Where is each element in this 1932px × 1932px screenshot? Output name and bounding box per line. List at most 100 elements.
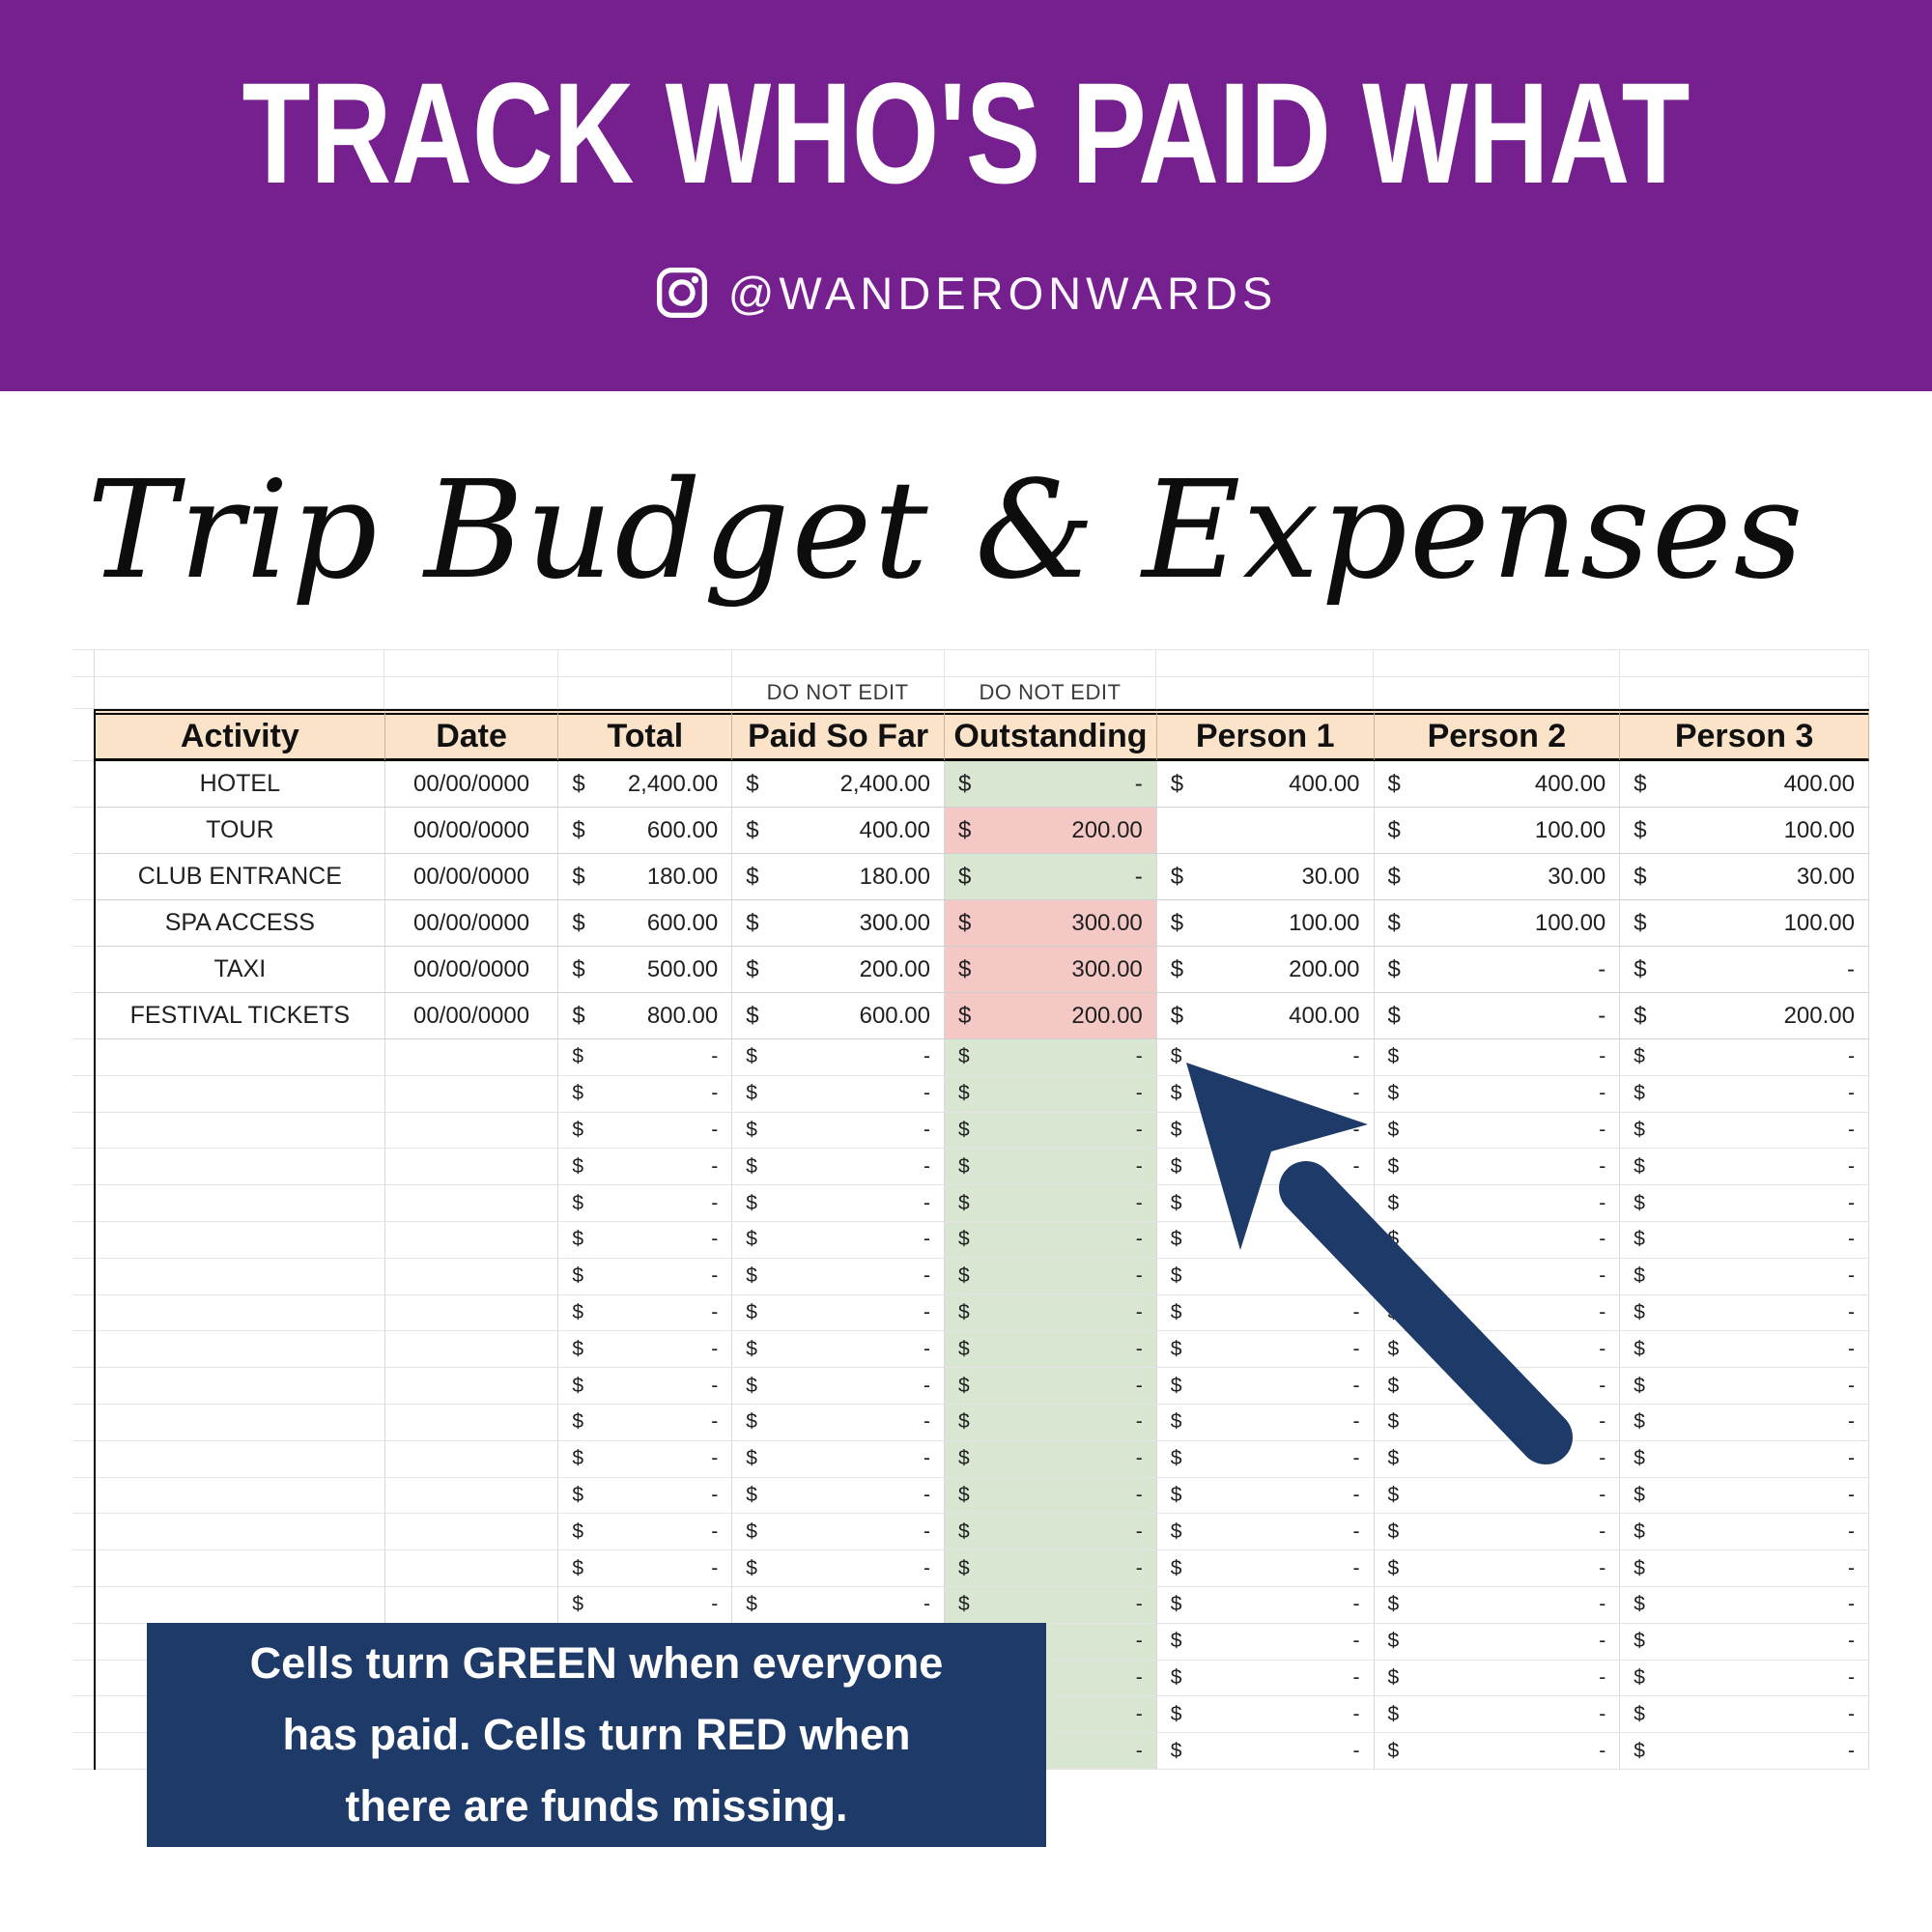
currency-symbol: $ (1634, 770, 1647, 797)
cell-total: $- (558, 1404, 733, 1441)
cell-person-3: $ - (1620, 1221, 1869, 1259)
cell-value: - (1135, 1045, 1143, 1068)
currency-symbol: $ (1170, 1228, 1182, 1251)
cell-outstanding: $- (945, 1185, 1157, 1222)
cell-total: $- (558, 1331, 733, 1369)
empty-row: $-$-$-$-$-$- (72, 1294, 1869, 1332)
cell-date (384, 1294, 559, 1332)
sheet-title: Trip Budget & Expenses (87, 452, 1805, 610)
cell-outstanding: $300.00 (945, 900, 1157, 947)
currency-symbol: $ (1387, 1556, 1400, 1579)
table-row: FESTIVAL TICKETS 00/00/0000 $800.00 $600.00… (72, 993, 1869, 1039)
spacer-row (72, 650, 1869, 677)
cell-date (384, 1477, 559, 1515)
cell-value: - (1847, 1374, 1855, 1397)
currency-symbol: $ (1387, 1739, 1400, 1762)
cell-value: - (1135, 1410, 1143, 1434)
currency-symbol: $ (1387, 1593, 1400, 1616)
cell-person-1: $ - (1156, 1696, 1375, 1734)
cell-value: - (1847, 1483, 1855, 1506)
cell-value: - (1599, 1447, 1606, 1470)
table-row: HOTEL 00/00/0000 $2,400.00 $2,400.00 $ - $400.… (72, 761, 1869, 808)
cell-total: $2,400.00 (558, 761, 733, 808)
cell-person-2: $ - (1374, 1586, 1621, 1624)
cell-total: $- (558, 1112, 733, 1150)
row-margin-cell (72, 854, 94, 900)
currency-symbol: $ (1634, 1154, 1645, 1178)
cell (1374, 677, 1621, 709)
currency-symbol: $ (958, 1002, 972, 1029)
cell-value: - (1847, 1154, 1855, 1178)
cell-value: 600.00 (646, 816, 719, 843)
cell-value: - (923, 1228, 930, 1251)
cell-paid-so-far: $200.00 (732, 947, 945, 993)
cell-date (384, 1550, 559, 1587)
cell-value: - (1599, 1154, 1606, 1178)
cell-activity (96, 1477, 385, 1515)
cell-person-3: $100.00 (1620, 808, 1869, 854)
column-header-outstanding: Outstanding (945, 709, 1157, 761)
currency-symbol: $ (958, 770, 972, 797)
currency-symbol: $ (958, 863, 972, 890)
cell-person-1: $30.00 (1156, 854, 1375, 900)
cell-value: - (711, 1264, 719, 1288)
cell-value: - (1135, 1154, 1143, 1178)
cell-person-2: $ - (1374, 1623, 1621, 1661)
cell-person-3: $ - (1620, 1112, 1869, 1150)
currency-symbol: $ (1634, 1556, 1645, 1579)
row-margin-cell (72, 1039, 94, 1076)
cell-value: 200.00 (1783, 1002, 1855, 1029)
cell-person-3: $ - (1620, 1696, 1869, 1734)
currency-symbol: $ (1387, 1264, 1400, 1288)
currency-symbol: $ (1634, 1702, 1645, 1725)
currency-symbol: $ (958, 1154, 970, 1178)
cell-date (384, 1368, 559, 1405)
cell-paid-so-far: $- (732, 1039, 945, 1076)
cell-person-3: $ - (1620, 1660, 1869, 1697)
cell-value: - (711, 1045, 719, 1068)
cell-value: 400.00 (1534, 770, 1606, 797)
cell-date: 00/00/0000 (384, 993, 559, 1039)
cell-activity: TAXI (96, 947, 385, 993)
currency-symbol: $ (1170, 1593, 1182, 1616)
cell-person-3: $ - (1620, 1477, 1869, 1515)
currency-symbol: $ (1634, 1739, 1645, 1762)
cell-date: 00/00/0000 (384, 947, 559, 993)
cell-person-2: $ - (1374, 1404, 1621, 1441)
currency-symbol: $ (746, 1154, 757, 1178)
cell-value: - (1847, 1337, 1855, 1360)
cell-value: - (923, 1520, 930, 1543)
currency-symbol: $ (1170, 1337, 1182, 1360)
cell-person-3: $ - (1620, 1185, 1869, 1222)
column-header-activity: Activity (96, 709, 385, 761)
currency-symbol: $ (1634, 1300, 1645, 1323)
cell-person-1 (1156, 808, 1375, 854)
cell-value: - (1847, 1264, 1855, 1288)
currency-symbol: $ (572, 770, 585, 797)
currency-symbol: $ (1387, 1300, 1400, 1323)
cell-activity (96, 1112, 385, 1150)
cell-date (384, 1586, 559, 1624)
cell-value: 30.00 (1548, 863, 1606, 890)
cell-person-3: $ - (1620, 1294, 1869, 1332)
cell-value: - (1135, 1520, 1143, 1543)
cell (557, 677, 732, 709)
currency-symbol: $ (746, 909, 759, 936)
currency-symbol: $ (572, 863, 585, 890)
cell-value: - (1598, 955, 1606, 982)
cell-paid-so-far: $- (732, 1294, 945, 1332)
cell-value: - (1599, 1410, 1606, 1434)
cell-paid-so-far: $- (732, 1477, 945, 1515)
cell-value: - (923, 1374, 930, 1397)
cell-value: - (1847, 1082, 1855, 1105)
cell-person-1: $ - (1156, 1440, 1375, 1478)
cell-date (384, 1075, 559, 1113)
cell-value: - (1134, 863, 1143, 890)
cell-person-2: $ - (1374, 1477, 1621, 1515)
cell-value: - (1135, 1082, 1143, 1105)
row-margin-cell (72, 1258, 94, 1295)
cell-value: - (1135, 1118, 1143, 1141)
cell-person-3: $ - (1620, 1149, 1869, 1186)
currency-symbol: $ (958, 1300, 970, 1323)
cell-person-1: $ - (1156, 1039, 1375, 1076)
